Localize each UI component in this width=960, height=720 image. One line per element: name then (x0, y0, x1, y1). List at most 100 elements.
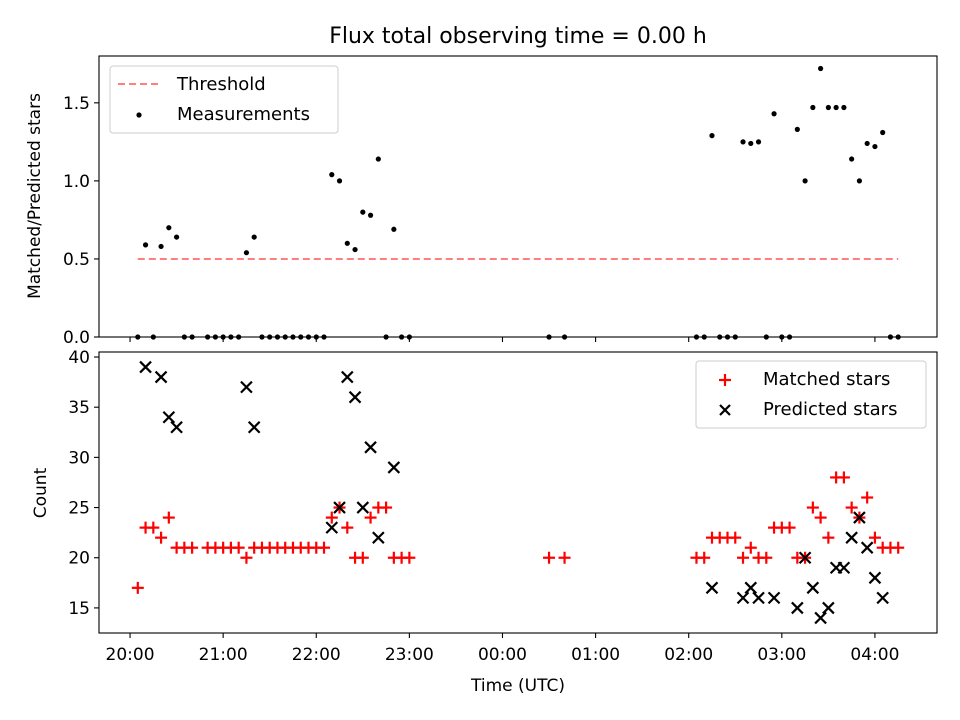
matched-star-point (861, 491, 874, 504)
measurement-point (740, 139, 746, 145)
predicted-star-point (752, 591, 765, 605)
measurement-point (360, 209, 366, 215)
matched-star-point (806, 501, 819, 514)
y-tick-label: 1.0 (63, 172, 90, 192)
measurement-point (367, 212, 374, 218)
measurement-point (329, 172, 335, 178)
matched-star-point (822, 531, 835, 544)
matched-star-point (341, 521, 354, 534)
measurements-legend-label: Measurements (177, 104, 310, 125)
predicted-star-point (705, 581, 719, 595)
y-tick-label: 0.5 (63, 250, 90, 270)
predicted-star-point (348, 390, 362, 404)
predicted-star-point (767, 591, 781, 605)
measurement-point (794, 126, 800, 132)
threshold-legend-label: Threshold (176, 74, 266, 95)
predicted-star-point (154, 370, 168, 384)
measurement-point (336, 178, 343, 184)
predicted-star-point (170, 420, 183, 434)
top-legend: Threshold Measurements (109, 65, 339, 134)
measurement-point (243, 250, 250, 256)
measurement-point (841, 104, 847, 111)
top-y-axis-label: Matched/Predicted stars (25, 93, 45, 299)
measurement-point (142, 242, 149, 248)
top-legend-box (109, 65, 339, 134)
measurements-legend-swatch (136, 112, 142, 118)
predicted-star-point (341, 370, 354, 384)
measurement-point (833, 104, 839, 111)
predicted-star-point (372, 531, 385, 544)
predicted-star-point (876, 591, 889, 605)
matched-star-point (558, 551, 571, 564)
predicted-star-point (240, 380, 253, 394)
matched-legend-label: Matched stars (763, 369, 890, 390)
predicted-star-point (860, 541, 874, 554)
matched-star-point (186, 541, 199, 554)
predicted-star-point (837, 561, 851, 575)
matched-star-point (543, 551, 556, 564)
matched-star-point (737, 551, 750, 564)
predicted-legend-label: Predicted stars (763, 399, 897, 420)
measurement-point (375, 156, 381, 162)
measurement-point (864, 140, 870, 147)
measurement-point (748, 140, 754, 147)
matched-star-point (892, 541, 905, 554)
matched-star-point (318, 541, 331, 554)
predicted-star-point (139, 360, 152, 374)
predicted-star-point (744, 581, 758, 595)
matched-star-point (783, 521, 796, 534)
predicted-star-point (814, 611, 827, 625)
predicted-star-point (791, 601, 804, 615)
matched-star-point (356, 551, 369, 564)
y-tick-label: 35 (68, 398, 90, 418)
measurement-point (352, 246, 358, 253)
measurement-point (251, 234, 257, 240)
predicted-star-point (806, 581, 820, 595)
measurement-point (391, 226, 397, 232)
x-tick-label: 23:00 (385, 645, 434, 665)
measurement-point (158, 243, 164, 250)
matched-star-point (131, 581, 144, 594)
matched-star-point (744, 541, 757, 554)
measurement-point (802, 178, 808, 184)
predicted-star-point (853, 511, 866, 524)
predicted-star-point (333, 501, 346, 514)
y-tick-label: 30 (68, 448, 90, 468)
matched-star-point (837, 471, 850, 484)
predicted-star-point (868, 571, 882, 585)
measurement-point (755, 139, 762, 145)
x-tick-label: 21:00 (199, 645, 248, 665)
x-tick-label: 22:00 (292, 645, 341, 665)
matched-star-point (760, 551, 773, 564)
x-axis-label: Time (UTC) (470, 676, 565, 696)
y-tick-label: 15 (68, 599, 90, 619)
matched-star-point (380, 501, 393, 514)
y-tick-label: 0.0 (63, 328, 90, 348)
predicted-star-point (247, 420, 261, 434)
bottom-plot-area (131, 360, 905, 625)
measurement-point (818, 65, 824, 72)
measurement-point (856, 178, 863, 184)
matched-star-point (240, 551, 253, 564)
top-y-axis: 0.0 0.5 1.0 1.5 (63, 94, 99, 348)
predicted-legend-swatch (719, 404, 731, 416)
measurement-point (810, 104, 816, 111)
x-tick-label: 02:00 (664, 645, 713, 665)
bottom-axes-frame (98, 351, 938, 634)
y-tick-label: 25 (68, 499, 90, 519)
x-tick-label: 00:00 (478, 645, 527, 665)
predicted-star-point (387, 461, 401, 474)
predicted-star-point (325, 521, 339, 534)
bottom-y-axis-label: Count (31, 467, 51, 518)
matched-star-point (364, 511, 377, 524)
matched-legend-swatch (719, 374, 731, 386)
matched-star-point (325, 511, 338, 524)
predicted-star-point (845, 531, 858, 544)
matched-star-point (155, 531, 168, 544)
matched-star-point (403, 551, 416, 564)
bottom-y-axis: 15 20 25 30 35 40 (68, 348, 99, 619)
y-tick-label: 20 (68, 549, 90, 569)
measurement-point (344, 240, 350, 246)
matched-star-point (162, 511, 175, 524)
measurement-point (173, 234, 180, 240)
